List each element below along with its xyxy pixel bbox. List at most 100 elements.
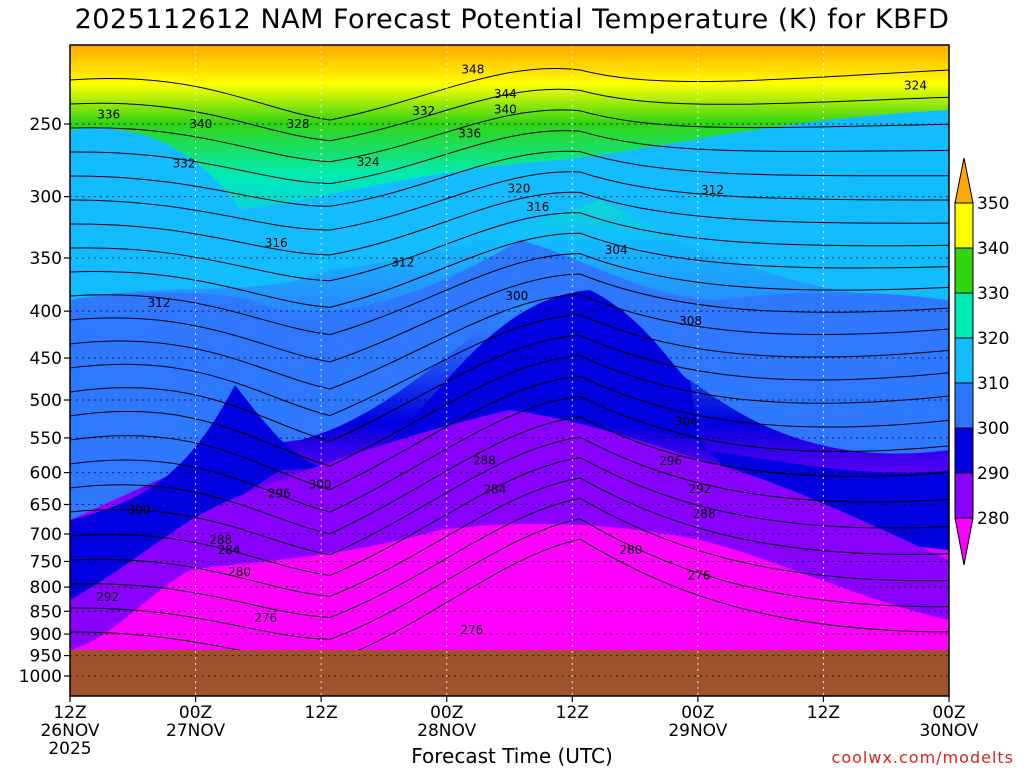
contour-label-text: 300 [128, 503, 151, 517]
contour-label: 276 [687, 569, 710, 583]
colorbar-swatch [954, 202, 974, 249]
colorbar-label: 290 [977, 464, 1009, 484]
contour-label-text: 276 [254, 611, 277, 625]
x-tick-label: 26NOV [40, 721, 99, 741]
contour-label: 300 [309, 477, 332, 491]
x-tick-label: 12Z [556, 703, 589, 723]
contour-label-text: 320 [507, 182, 530, 196]
y-tick-label: 850 [30, 602, 62, 622]
y-tick-label: 250 [30, 115, 62, 135]
contour-label-text: 276 [687, 569, 710, 583]
contour-label: 324 [904, 79, 927, 93]
contour-label-text: 340 [494, 102, 517, 116]
y-tick-label: 750 [30, 552, 62, 572]
contour-label: 320 [507, 182, 530, 196]
contour-line [70, 538, 949, 663]
colorbar-label: 280 [977, 509, 1009, 529]
credit-text: coolwx.com/modelts [831, 748, 1014, 767]
contour-label: 300 [128, 503, 151, 517]
contour-lines [70, 67, 949, 663]
contour-line [70, 232, 949, 308]
contour-label-text: 332 [412, 104, 435, 118]
chart-title: 2025112612 NAM Forecast Potential Temper… [74, 4, 950, 35]
contour-label: 336 [97, 107, 120, 121]
contour-label-text: 304 [675, 415, 698, 429]
contour-line [70, 395, 949, 513]
contour-line [70, 355, 949, 467]
contour-label: 332 [173, 156, 196, 170]
contour-label-text: 312 [701, 183, 724, 197]
colorbar-swatch [954, 337, 974, 384]
contour-label-text: 336 [458, 126, 481, 140]
contour-line [70, 130, 949, 185]
contour-label: 288 [473, 453, 496, 467]
contour-line [70, 334, 949, 442]
colorbar-swatch [954, 382, 974, 429]
contour-line [70, 273, 949, 363]
y-tick-label: 450 [30, 349, 62, 369]
colorbar-swatch [954, 247, 974, 294]
contour-line [70, 150, 949, 207]
contour-label-text: 340 [189, 117, 212, 131]
fill-band-violet [70, 410, 949, 650]
y-tick-label: 950 [30, 647, 62, 667]
colorbar-swatch-top [954, 157, 974, 204]
contour-label-text: 292 [96, 590, 119, 604]
contour-label-text: 280 [228, 565, 251, 579]
colorbar-label: 310 [977, 374, 1009, 394]
contour-label-text: 280 [619, 543, 642, 557]
contour-label: 292 [688, 482, 711, 496]
y-tick-label: 400 [30, 302, 62, 322]
contour-label-text: 300 [505, 289, 528, 303]
colorbar-label: 300 [977, 419, 1009, 439]
colorbar-label: 340 [977, 239, 1009, 259]
contour-label-text: 316 [526, 200, 549, 214]
y-tick-label: 600 [30, 464, 62, 484]
contour-label-text: 308 [679, 314, 702, 328]
x-tick-label: 28NOV [417, 721, 476, 741]
contour-label-text: 324 [904, 79, 927, 93]
contour-label: 276 [254, 611, 277, 625]
y-tick-label: 800 [30, 578, 62, 598]
contour-line [70, 497, 949, 618]
contour-label-text: 284 [483, 482, 506, 496]
x-tick-label: 12Z [807, 703, 840, 723]
contour-line [70, 314, 949, 417]
y-tick-label: 700 [30, 525, 62, 545]
y-tick-label: 550 [30, 429, 62, 449]
contour-label-text: 284 [218, 543, 241, 557]
y-tick-label: 350 [30, 249, 62, 269]
contour-label: 312 [391, 256, 414, 270]
fill-band-mid-blue [70, 240, 949, 520]
y-tick-label: 900 [30, 625, 62, 645]
y-tick-label: 650 [30, 495, 62, 515]
fill-band-light-blue [70, 110, 949, 300]
x-tick-label: 00Z [681, 703, 714, 723]
contour-label: 348 [461, 62, 484, 76]
x-tick-label: 00Z [179, 703, 212, 723]
contour-label-text: 324 [357, 155, 380, 169]
y-tick-label: 1000 [19, 667, 62, 687]
y-tick-label: 500 [30, 391, 62, 411]
contour-label: 304 [605, 243, 628, 257]
contour-line [70, 436, 949, 556]
contour-label-text: 316 [265, 236, 288, 250]
contour-label: 328 [287, 117, 310, 131]
colorbar-swatch-bottom [954, 517, 974, 566]
contour-label: 304 [675, 415, 698, 429]
contour-label-text: 296 [659, 454, 682, 468]
contour-label: 292 [96, 590, 119, 604]
x-tick-label: 00Z [932, 703, 965, 723]
contour-label-text: 348 [461, 62, 484, 76]
contour-label-text: 288 [209, 533, 232, 547]
contour-line [70, 212, 949, 282]
contour-label-text: 296 [268, 486, 291, 500]
x-tick-label: 30NOV [919, 721, 978, 741]
contour-line [70, 109, 949, 163]
contour-label: 288 [209, 533, 232, 547]
contour-label: 336 [458, 126, 481, 140]
contour-label: 284 [483, 482, 506, 496]
